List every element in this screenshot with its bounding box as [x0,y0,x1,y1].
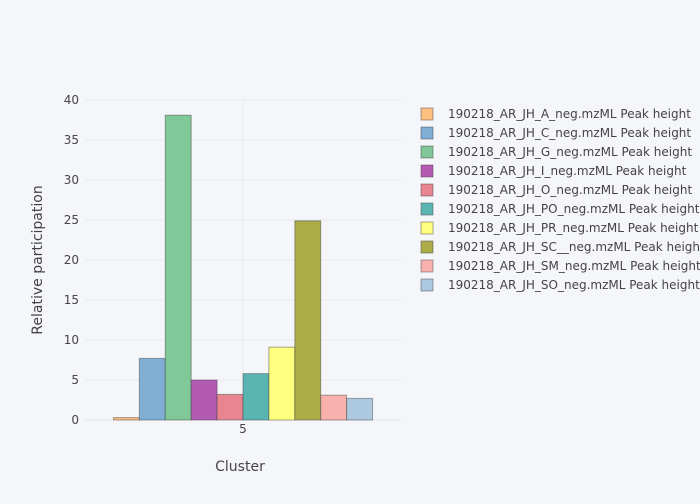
legend-swatch[interactable] [420,221,434,235]
legend-item-label[interactable]: 190218_AR_JH_SC__neg.mzML Peak height [448,240,700,254]
legend-item-label[interactable]: 190218_AR_JH_PR_neg.mzML Peak height [448,221,699,235]
y-tick-label: 0 [71,413,79,427]
bar[interactable] [320,394,348,421]
y-tick-label: 5 [71,373,79,387]
bar[interactable] [268,346,296,421]
y-tick-label: 15 [64,293,79,307]
legend-swatch[interactable] [420,259,434,273]
bar[interactable] [138,357,166,421]
y-tick-label: 35 [64,133,79,147]
y-tick-label: 40 [64,93,79,107]
legend-item-label[interactable]: 190218_AR_JH_O_neg.mzML Peak height [448,183,692,197]
y-tick-label: 10 [64,333,79,347]
y-tick-labels: 0 5 10 15 20 25 30 35 40 [64,93,79,427]
legend-swatch[interactable] [420,202,434,216]
legend-swatch[interactable] [420,183,434,197]
legend-swatch[interactable] [420,240,434,254]
bar[interactable] [346,397,374,421]
x-axis-label: Cluster [215,459,265,475]
legend-swatch[interactable] [420,278,434,292]
legend-item-label[interactable]: 190218_AR_JH_I_neg.mzML Peak height [448,164,687,178]
grid-lines [85,99,401,421]
bar[interactable] [190,379,218,421]
legend-swatch[interactable] [420,164,434,178]
y-axis-label: Relative participation [30,185,46,334]
legend-swatch[interactable] [420,126,434,140]
y-tick-label: 25 [64,213,79,227]
y-tick-label: 30 [64,173,79,187]
legend-item-label[interactable]: 190218_AR_JH_A_neg.mzML Peak height [448,107,691,121]
bar[interactable] [242,373,270,421]
legend: 190218_AR_JH_A_neg.mzML Peak height 19021… [420,107,700,292]
bars [112,114,374,421]
bar[interactable] [216,393,244,421]
bar[interactable] [164,114,192,421]
bar[interactable] [112,417,140,421]
y-tick-label: 20 [64,253,79,267]
x-tick-label: 5 [239,422,247,436]
legend-item-label[interactable]: 190218_AR_JH_SM_neg.mzML Peak height [448,259,700,273]
legend-item-label[interactable]: 190218_AR_JH_SO_neg.mzML Peak height [448,278,700,292]
x-tick-labels: 5 [239,422,247,436]
legend-swatch[interactable] [420,107,434,121]
legend-item-label[interactable]: 190218_AR_JH_PO_neg.mzML Peak height [448,202,700,216]
bar[interactable] [294,220,322,421]
legend-item-label[interactable]: 190218_AR_JH_C_neg.mzML Peak height [448,126,691,140]
legend-swatch[interactable] [420,145,434,159]
legend-item-label[interactable]: 190218_AR_JH_G_neg.mzML Peak height [448,145,692,159]
